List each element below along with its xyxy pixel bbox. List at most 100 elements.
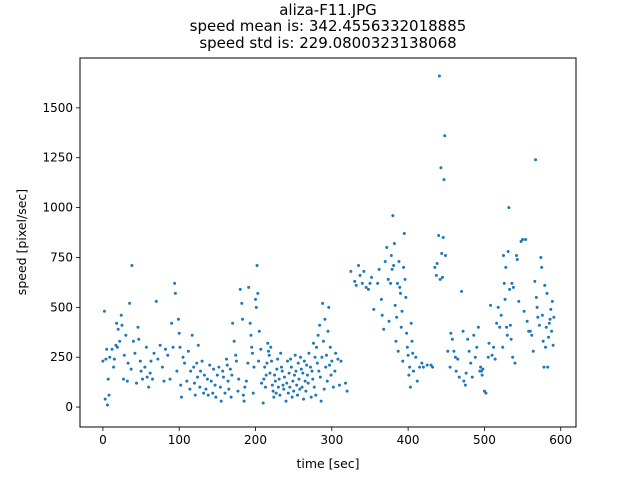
x-tick-label: 600 <box>549 433 572 447</box>
data-point <box>509 337 513 341</box>
data-point <box>112 365 116 369</box>
data-point <box>302 359 306 363</box>
data-point <box>380 313 384 317</box>
data-point <box>457 375 461 379</box>
x-axis-label: time [sec] <box>296 456 359 471</box>
data-point <box>442 178 446 182</box>
data-point <box>128 301 132 305</box>
data-point <box>129 367 133 371</box>
data-point <box>505 333 509 337</box>
data-point <box>453 355 457 359</box>
data-point <box>282 387 286 391</box>
data-point <box>269 345 273 349</box>
data-point <box>314 393 318 397</box>
data-point <box>460 289 464 293</box>
data-point <box>154 299 158 303</box>
data-point <box>292 373 296 377</box>
data-point <box>148 371 152 375</box>
data-point <box>173 281 177 285</box>
data-point <box>310 369 314 373</box>
data-point <box>403 277 407 281</box>
data-point <box>196 343 200 347</box>
data-point <box>279 351 283 355</box>
data-point <box>547 321 551 325</box>
data-point <box>259 347 263 351</box>
data-point <box>320 355 324 359</box>
data-point <box>421 365 425 369</box>
data-point <box>321 339 325 343</box>
data-point <box>461 329 465 333</box>
data-point <box>446 349 450 353</box>
data-point <box>246 361 250 365</box>
data-point <box>278 393 282 397</box>
data-point <box>318 375 322 379</box>
data-point <box>511 285 515 289</box>
data-point <box>322 387 326 391</box>
data-point <box>241 317 245 321</box>
data-point <box>546 365 550 369</box>
data-point <box>158 343 162 347</box>
data-point <box>368 281 372 285</box>
x-tick-label: 300 <box>320 433 343 447</box>
data-point <box>204 387 208 391</box>
data-point <box>513 361 517 365</box>
x-tick-label: 100 <box>168 433 191 447</box>
data-point <box>528 329 532 333</box>
data-point <box>181 355 185 359</box>
y-tick-label: 1250 <box>42 151 73 165</box>
data-point <box>396 349 400 353</box>
data-point <box>484 391 488 395</box>
data-point <box>431 365 435 369</box>
data-point <box>271 389 275 393</box>
data-point <box>186 349 190 353</box>
data-point <box>293 353 297 357</box>
data-points <box>101 74 556 407</box>
chart-title-line-3: speed std is: 229.0800323138068 <box>199 34 456 52</box>
data-point <box>202 373 206 377</box>
data-point <box>303 379 307 383</box>
x-axis-ticks: 0 100 200 300 400 500 600 <box>99 427 572 447</box>
data-point <box>234 359 238 363</box>
data-point <box>256 291 260 295</box>
data-point <box>195 361 199 365</box>
data-point <box>199 369 203 373</box>
chart-title-line-1: aliza-F11.JPG <box>279 1 377 19</box>
data-point <box>130 263 134 267</box>
data-point <box>481 367 485 371</box>
data-point <box>301 371 305 375</box>
data-point <box>110 347 114 351</box>
data-point <box>209 379 213 383</box>
data-point <box>404 295 408 299</box>
data-point <box>223 391 227 395</box>
data-point <box>502 281 506 285</box>
data-point <box>305 363 309 367</box>
data-point <box>405 345 409 349</box>
data-point <box>237 377 241 381</box>
data-point <box>456 357 460 361</box>
data-point <box>251 391 255 395</box>
data-point <box>353 279 357 283</box>
data-point <box>327 305 331 309</box>
y-tick-label: 0 <box>65 400 73 414</box>
plot-frame <box>79 57 577 428</box>
data-point <box>175 369 179 373</box>
data-point <box>139 369 143 373</box>
data-point <box>221 375 225 379</box>
data-point <box>112 357 116 361</box>
data-point <box>289 357 293 361</box>
data-point <box>192 381 196 385</box>
data-point <box>198 385 202 389</box>
data-point <box>349 269 353 273</box>
data-point <box>285 381 289 385</box>
data-point <box>389 253 393 257</box>
data-point <box>515 257 519 261</box>
data-point <box>517 299 521 303</box>
data-point <box>409 321 413 325</box>
data-point <box>215 373 219 377</box>
x-tick-label: 200 <box>244 433 267 447</box>
data-point <box>133 351 137 355</box>
data-point <box>144 345 148 349</box>
data-point <box>400 309 404 313</box>
